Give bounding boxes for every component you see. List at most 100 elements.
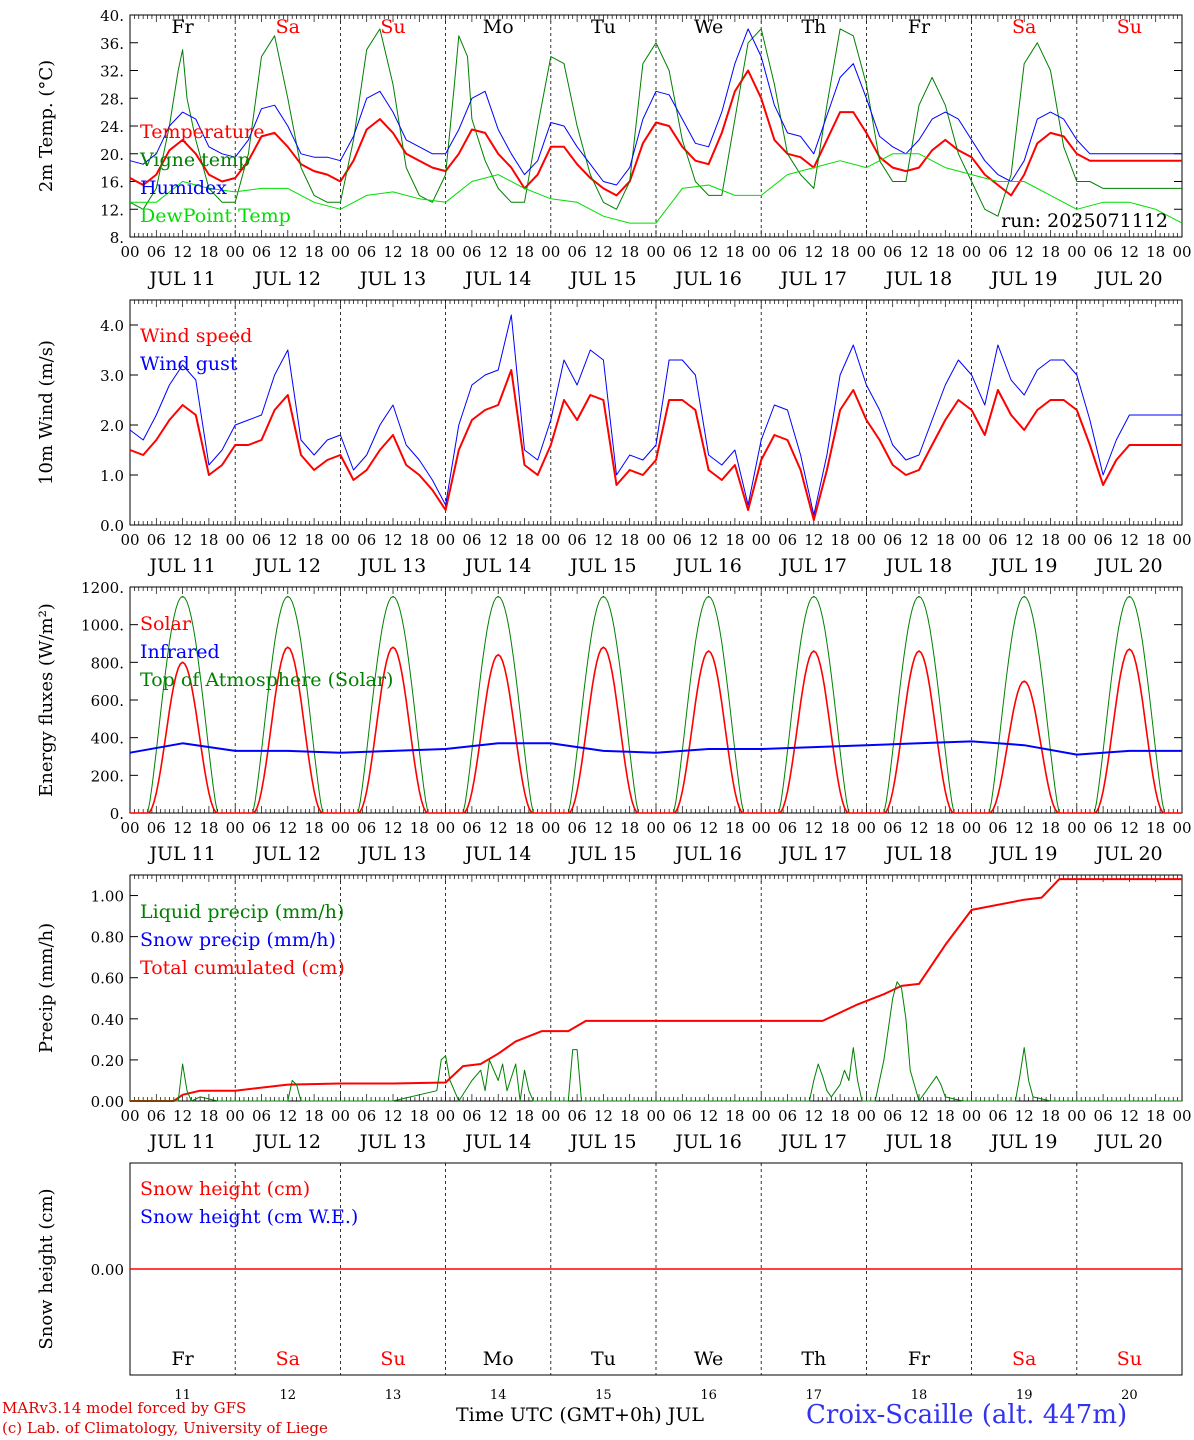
bottom-day-of-week-label: Sa: [1012, 1348, 1036, 1370]
temp-hour-label: 06: [883, 243, 902, 261]
precip-hour-label: 12: [699, 1107, 718, 1125]
temp-hour-label: 18: [199, 243, 218, 261]
snow-ylabel: Snow height (cm): [36, 1188, 57, 1349]
energy-hour-label: 06: [1094, 819, 1113, 837]
energy-hour-label: 06: [778, 819, 797, 837]
wind-hour-label: 12: [699, 531, 718, 549]
wind-date-label: JUL 14: [463, 555, 531, 577]
precip-ylabel: Precip (mm/h): [36, 923, 57, 1053]
energy-hour-label: 00: [226, 819, 245, 837]
temp-ytick-label: 28.: [100, 90, 124, 108]
temp-date-label: JUL 18: [884, 268, 952, 290]
energy-ytick-label: 1000.: [81, 617, 124, 635]
temp-ytick-label: 32.: [100, 63, 124, 81]
series-line-vigne-temp: [129, 28, 1182, 217]
bottom-day-of-week-label: Mo: [483, 1348, 514, 1370]
precip-hour-label: 06: [673, 1107, 692, 1125]
energy-ytick-label: 1200.: [81, 579, 124, 597]
wind-hour-label: 00: [646, 531, 665, 549]
temp-date-label: JUL 14: [463, 268, 531, 290]
energy-hour-label: 12: [383, 819, 402, 837]
energy-hour-label: 12: [1015, 819, 1034, 837]
day-of-week-label: Tu: [591, 16, 616, 38]
temp-ytick-label: 8.: [110, 229, 124, 247]
wind-hour-label: 06: [568, 531, 587, 549]
wind-hour-label: 12: [489, 531, 508, 549]
precip-hour-label: 12: [1120, 1107, 1139, 1125]
temp-date-label: JUL 20: [1094, 268, 1162, 290]
energy-legend-entry: Top of Atmosphere (Solar): [140, 669, 393, 691]
temp-hour-label: 12: [1120, 243, 1139, 261]
bottom-day-of-week-label: Fr: [171, 1348, 194, 1370]
wind-date-label: JUL 15: [568, 555, 636, 577]
energy-date-label: JUL 14: [463, 843, 531, 865]
energy-hour-label: 18: [831, 819, 850, 837]
wind-hour-label: 18: [620, 531, 639, 549]
energy-legend-entry: Infrared: [140, 641, 220, 663]
temp-hour-label: 06: [147, 243, 166, 261]
day-of-week-label: Fr: [171, 16, 194, 38]
wind-ytick-label: 0.0: [100, 517, 124, 535]
series-line-wind-speed: [129, 369, 1182, 521]
energy-hour-label: 12: [804, 819, 823, 837]
precip-ytick-label: 0.80: [91, 929, 124, 947]
energy-hour-label: 00: [962, 819, 981, 837]
precip-hour-label: 00: [1172, 1107, 1191, 1125]
wind-date-label: JUL 16: [673, 555, 741, 577]
energy-hour-label: 00: [646, 819, 665, 837]
temp-hour-label: 00: [541, 243, 560, 261]
precip-hour-label: 12: [489, 1107, 508, 1125]
wind-hour-label: 00: [962, 531, 981, 549]
temp-ytick-label: 12.: [100, 201, 124, 219]
wind-date-label: JUL 17: [779, 555, 847, 577]
energy-hour-label: 18: [305, 819, 324, 837]
precip-hour-label: 00: [857, 1107, 876, 1125]
wind-hour-label: 06: [147, 531, 166, 549]
wind-hour-label: 00: [857, 531, 876, 549]
snow-legend-entry: Snow height (cm): [140, 1178, 310, 1200]
precip-hour-label: 12: [594, 1107, 613, 1125]
temp-hour-label: 18: [620, 243, 639, 261]
precip-hour-label: 06: [988, 1107, 1007, 1125]
bottom-day-number: 18: [911, 1388, 928, 1403]
temp-hour-label: 06: [1094, 243, 1113, 261]
snow-ytick-label: 0.00: [91, 1261, 124, 1279]
precip-hour-label: 12: [1015, 1107, 1034, 1125]
precip-ytick-label: 0.20: [91, 1052, 124, 1070]
energy-date-label: JUL 19: [989, 843, 1057, 865]
series-line-dewpoint-temp: [130, 153, 1183, 224]
temp-hour-label: 06: [462, 243, 481, 261]
wind-hour-label: 12: [1015, 531, 1034, 549]
series-line-humidex: [129, 28, 1182, 186]
wind-hour-label: 00: [541, 531, 560, 549]
energy-hour-label: 06: [988, 819, 1007, 837]
precip-hour-label: 18: [410, 1107, 429, 1125]
day-of-week-label: Sa: [276, 16, 300, 38]
wind-hour-label: 12: [909, 531, 928, 549]
temp-hour-label: 18: [1146, 243, 1165, 261]
temp-hour-label: 00: [120, 243, 139, 261]
wind-hour-label: 12: [804, 531, 823, 549]
wind-frame: [129, 299, 1183, 526]
temp-ytick-label: 40.: [100, 7, 124, 25]
precip-hour-label: 06: [252, 1107, 271, 1125]
wind-hour-label: 00: [436, 531, 455, 549]
temp-ytick-label: 16.: [100, 174, 124, 192]
energy-hour-label: 12: [278, 819, 297, 837]
energy-hour-label: 12: [594, 819, 613, 837]
energy-ytick-label: 0.: [110, 805, 124, 823]
temp-hour-label: 18: [515, 243, 534, 261]
precip-date-label: JUL 13: [358, 1131, 426, 1153]
energy-hour-label: 06: [147, 819, 166, 837]
precip-hour-label: 06: [778, 1107, 797, 1125]
precip-ytick-label: 1.00: [91, 888, 124, 906]
wind-hour-label: 12: [594, 531, 613, 549]
temp-hour-label: 12: [489, 243, 508, 261]
precip-hour-label: 12: [804, 1107, 823, 1125]
energy-ylabel: Energy fluxes (W/m²): [36, 603, 57, 797]
bottom-day-of-week-label: Fr: [908, 1348, 931, 1370]
precip-date-label: JUL 18: [884, 1131, 952, 1153]
temp-legend-entry: Humidex: [140, 177, 227, 199]
precip-hour-label: 18: [1146, 1107, 1165, 1125]
energy-hour-label: 12: [909, 819, 928, 837]
